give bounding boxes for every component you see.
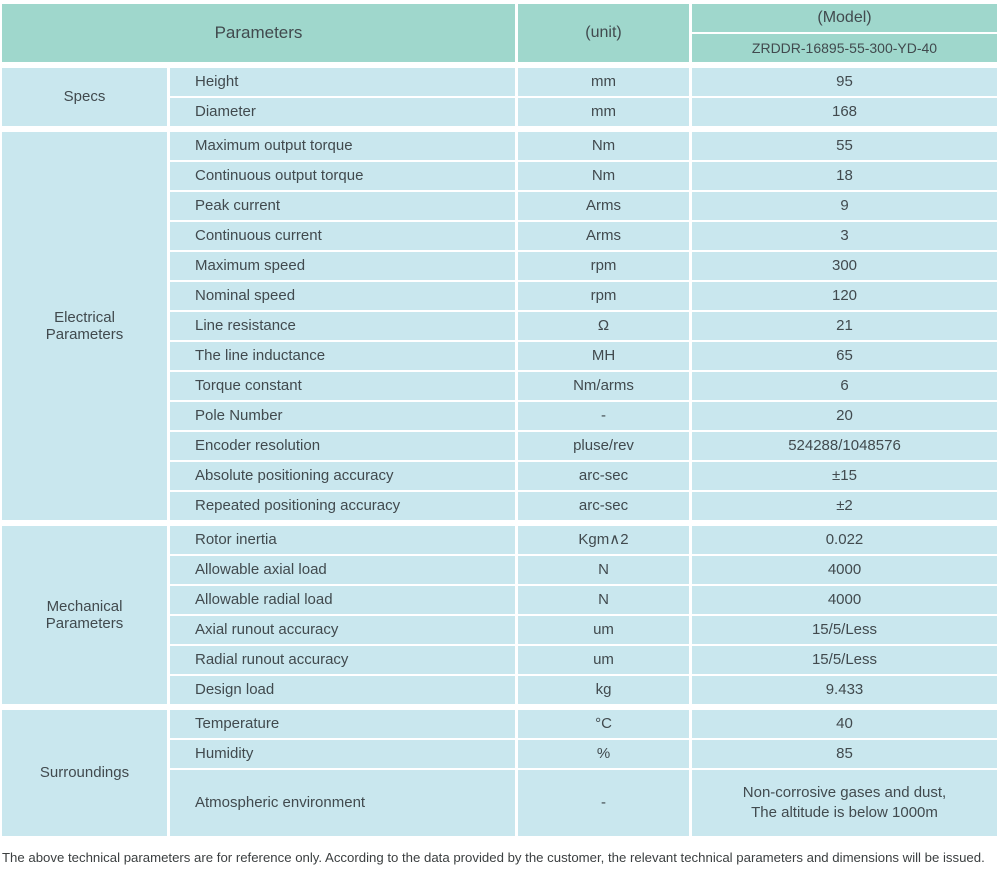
value-cell: 65 — [692, 342, 997, 370]
header-parameters: Parameters — [2, 4, 515, 62]
value-cell: 4000 — [692, 586, 997, 614]
header-unit: (unit) — [518, 4, 689, 62]
value-cell: 95 — [692, 68, 997, 96]
param-cell: Maximum speed — [170, 252, 515, 280]
unit-cell: rpm — [518, 282, 689, 310]
param-cell: The line inductance — [170, 342, 515, 370]
value-cell: 3 — [692, 222, 997, 250]
param-cell: Humidity — [170, 740, 515, 768]
value-cell: Non-corrosive gases and dust, The altitu… — [692, 770, 997, 836]
value-cell: 300 — [692, 252, 997, 280]
param-cell: Diameter — [170, 98, 515, 126]
value-cell: 21 — [692, 312, 997, 340]
section-mechanical: Mechanical Parameters Rotor inertia Kgm∧… — [2, 526, 997, 704]
param-cell: Maximum output torque — [170, 132, 515, 160]
unit-cell: pluse/rev — [518, 432, 689, 460]
param-cell: Axial runout accuracy — [170, 616, 515, 644]
section-category: Mechanical Parameters — [2, 526, 167, 704]
value-cell: 40 — [692, 710, 997, 738]
param-cell: Height — [170, 68, 515, 96]
value-cell: 9 — [692, 192, 997, 220]
value-line-2: The altitude is below 1000m — [751, 804, 938, 821]
spec-table: Parameters (unit) (Model) ZRDDR-16895-55… — [2, 4, 997, 836]
param-cell: Torque constant — [170, 372, 515, 400]
header-model: (Model) — [692, 4, 997, 32]
value-cell: 55 — [692, 132, 997, 160]
param-cell: Allowable radial load — [170, 586, 515, 614]
unit-cell: rpm — [518, 252, 689, 280]
param-cell: Design load — [170, 676, 515, 704]
section-specs: Specs Height mm 95 Diameter mm 168 — [2, 68, 997, 126]
unit-cell: Nm/arms — [518, 372, 689, 400]
param-cell: Temperature — [170, 710, 515, 738]
section-category: Specs — [2, 68, 167, 126]
footer-note: The above technical parameters are for r… — [2, 850, 985, 865]
value-cell: 85 — [692, 740, 997, 768]
unit-cell: um — [518, 616, 689, 644]
unit-cell: - — [518, 402, 689, 430]
value-cell: 6 — [692, 372, 997, 400]
section-surroundings: Surroundings Temperature °C 40 Humidity … — [2, 710, 997, 836]
param-cell: Allowable axial load — [170, 556, 515, 584]
unit-cell: - — [518, 770, 689, 836]
param-cell: Radial runout accuracy — [170, 646, 515, 674]
param-cell: Pole Number — [170, 402, 515, 430]
value-cell: ±2 — [692, 492, 997, 520]
unit-cell: arc-sec — [518, 492, 689, 520]
value-cell: 524288/1048576 — [692, 432, 997, 460]
param-cell: Peak current — [170, 192, 515, 220]
unit-cell: °C — [518, 710, 689, 738]
unit-cell: Arms — [518, 222, 689, 250]
value-cell: 15/5/Less — [692, 646, 997, 674]
param-cell: Nominal speed — [170, 282, 515, 310]
unit-cell: um — [518, 646, 689, 674]
section-category: Surroundings — [2, 710, 167, 836]
unit-cell: mm — [518, 68, 689, 96]
value-cell: ±15 — [692, 462, 997, 490]
section-category: Electrical Parameters — [2, 132, 167, 520]
unit-cell: Nm — [518, 132, 689, 160]
param-cell: Encoder resolution — [170, 432, 515, 460]
section-electrical: Electrical Parameters Maximum output tor… — [2, 132, 997, 520]
value-cell: 20 — [692, 402, 997, 430]
unit-cell: arc-sec — [518, 462, 689, 490]
value-cell: 0.022 — [692, 526, 997, 554]
value-cell: 18 — [692, 162, 997, 190]
param-cell: Atmospheric environment — [170, 770, 515, 836]
param-cell: Repeated positioning accuracy — [170, 492, 515, 520]
unit-cell: kg — [518, 676, 689, 704]
param-cell: Continuous current — [170, 222, 515, 250]
value-line-1: Non-corrosive gases and dust, — [742, 783, 947, 801]
value-cell: 168 — [692, 98, 997, 126]
unit-cell: MH — [518, 342, 689, 370]
param-cell: Rotor inertia — [170, 526, 515, 554]
unit-cell: mm — [518, 98, 689, 126]
table-header: Parameters (unit) (Model) ZRDDR-16895-55… — [2, 4, 997, 62]
param-cell: Line resistance — [170, 312, 515, 340]
value-cell: 9.433 — [692, 676, 997, 704]
unit-cell: Ω — [518, 312, 689, 340]
unit-cell: N — [518, 556, 689, 584]
param-cell: Absolute positioning accuracy — [170, 462, 515, 490]
unit-cell: Nm — [518, 162, 689, 190]
value-cell: 120 — [692, 282, 997, 310]
unit-cell: Arms — [518, 192, 689, 220]
param-cell: Continuous output torque — [170, 162, 515, 190]
header-model-value: ZRDDR-16895-55-300-YD-40 — [692, 34, 997, 62]
value-cell: 15/5/Less — [692, 616, 997, 644]
unit-cell: N — [518, 586, 689, 614]
unit-cell: Kgm∧2 — [518, 526, 689, 554]
unit-cell: % — [518, 740, 689, 768]
value-cell: 4000 — [692, 556, 997, 584]
